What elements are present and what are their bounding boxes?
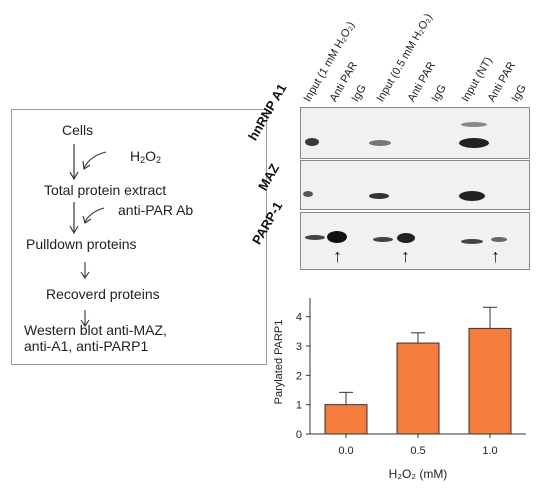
step-cells: Cells	[62, 122, 94, 138]
band	[491, 237, 507, 242]
down-arrow-icon	[69, 202, 105, 235]
blot-panel-maz	[300, 160, 530, 210]
band	[305, 235, 325, 240]
down-arrow-icon	[69, 144, 107, 181]
workflow-box: Cells H2O2 Total protein extract anti-PA…	[11, 109, 267, 365]
lane-label-igg-2: IgG	[429, 82, 449, 104]
step-pulldown-proteins: Pulldown proteins	[26, 236, 137, 252]
blot-panel-hnrnp-a1	[300, 107, 530, 159]
blot-panel-parp-1: ↑ ↑ ↑	[300, 212, 530, 270]
step-anti-par-ab: anti-PAR Ab	[118, 202, 194, 218]
step-western-blot: Western blot anti-MAZ, anti-A1, anti-PAR…	[24, 322, 167, 354]
curved-arrow-icon	[83, 151, 107, 169]
band	[303, 191, 313, 197]
lane-label-igg-1: IgG	[349, 82, 369, 104]
western-blot-line-1: Western blot anti-MAZ,	[24, 322, 167, 338]
band	[461, 239, 483, 244]
bar	[396, 342, 440, 435]
bar	[324, 404, 368, 435]
x-tick-label: 1.0	[482, 445, 497, 457]
x-tick-label: 0.5	[410, 445, 425, 457]
x-tick-label: 0.0	[338, 445, 353, 457]
band	[305, 138, 319, 146]
y-tick-label: 0	[296, 429, 302, 441]
step-total-protein-extract: Total protein extract	[44, 182, 167, 198]
arrow-up-icon: ↑	[491, 246, 500, 266]
band	[327, 231, 347, 243]
x-axis-label: H₂O₂ (mM)	[389, 467, 448, 481]
y-tick-label: 3	[296, 341, 302, 353]
step-recovered-proteins: Recoverd proteins	[46, 286, 160, 302]
band	[369, 193, 389, 199]
y-axis-label: Parylated PARP1	[273, 320, 285, 405]
y-tick-label: 1	[296, 400, 302, 412]
bar	[468, 327, 512, 435]
step-h2o2: H2O2	[130, 148, 162, 165]
bar-chart: Parylated PARP1 H₂O₂ (mM) 0 1 2 3 4 0.0 0.5 1.0	[273, 298, 526, 481]
down-arrow-icon	[80, 310, 90, 327]
band	[459, 138, 489, 148]
arrow-up-icon: ↑	[333, 246, 342, 266]
lane-label-igg-3: IgG	[509, 82, 529, 104]
lane-label-input-0-5mm: Input (0.5 mM H₂O₂)	[374, 11, 435, 104]
band	[461, 122, 487, 127]
arrow-up-icon: ↑	[401, 246, 410, 266]
band	[373, 237, 393, 242]
down-arrow-icon	[80, 262, 90, 279]
y-tick-label: 4	[296, 312, 302, 324]
band	[459, 191, 485, 201]
y-tick-label: 2	[296, 370, 302, 382]
band	[397, 233, 415, 243]
band	[369, 140, 391, 146]
western-blot-line-2: anti-A1, anti-PARP1	[24, 338, 149, 354]
curved-arrow-icon	[84, 207, 105, 223]
